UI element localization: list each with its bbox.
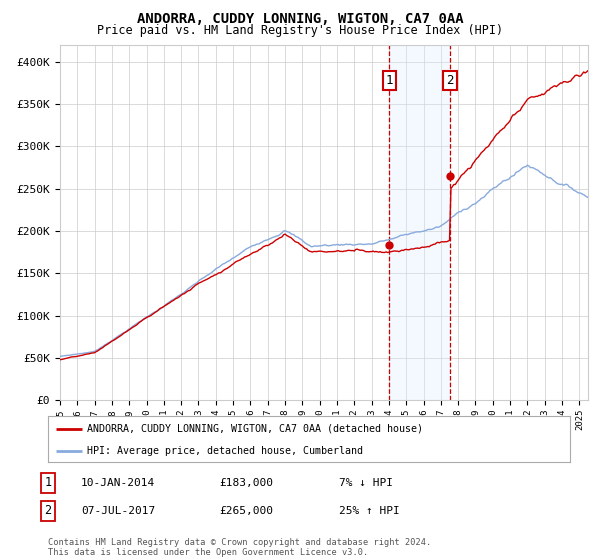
Text: ANDORRA, CUDDY LONNING, WIGTON, CA7 0AA: ANDORRA, CUDDY LONNING, WIGTON, CA7 0AA <box>137 12 463 26</box>
Text: 7% ↓ HPI: 7% ↓ HPI <box>339 478 393 488</box>
Text: 1: 1 <box>44 476 52 489</box>
Text: 2: 2 <box>44 504 52 517</box>
Text: Contains HM Land Registry data © Crown copyright and database right 2024.
This d: Contains HM Land Registry data © Crown c… <box>48 538 431 557</box>
Text: 10-JAN-2014: 10-JAN-2014 <box>81 478 155 488</box>
Text: Price paid vs. HM Land Registry's House Price Index (HPI): Price paid vs. HM Land Registry's House … <box>97 24 503 36</box>
Text: HPI: Average price, detached house, Cumberland: HPI: Average price, detached house, Cumb… <box>87 446 363 455</box>
Text: £183,000: £183,000 <box>219 478 273 488</box>
Bar <box>389 45 451 400</box>
Text: 07-JUL-2017: 07-JUL-2017 <box>81 506 155 516</box>
Text: 25% ↑ HPI: 25% ↑ HPI <box>339 506 400 516</box>
Text: ANDORRA, CUDDY LONNING, WIGTON, CA7 0AA (detached house): ANDORRA, CUDDY LONNING, WIGTON, CA7 0AA … <box>87 424 423 434</box>
Text: 1: 1 <box>386 74 393 87</box>
Text: £265,000: £265,000 <box>219 506 273 516</box>
Text: 2: 2 <box>446 74 454 87</box>
